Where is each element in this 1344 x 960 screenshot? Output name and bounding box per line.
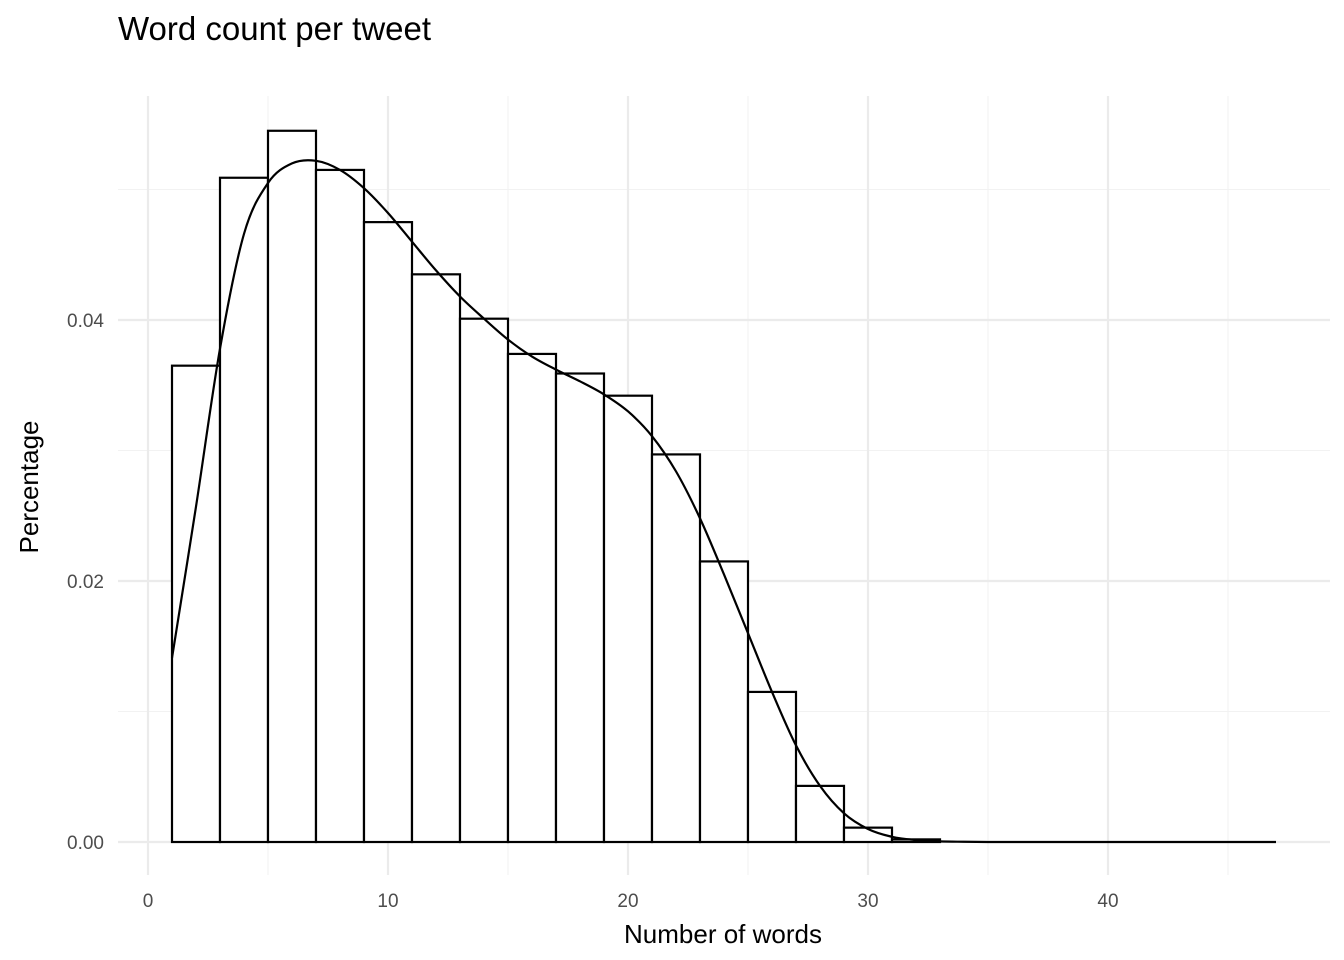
chart-title: Word count per tweet — [118, 10, 431, 47]
histogram-bar — [362, 221, 414, 844]
x-axis-tick-labels: 0 10 20 30 40 — [143, 891, 1119, 912]
y-axis-tick-labels: 0.00 0.02 0.04 — [67, 311, 104, 854]
histogram-bar — [746, 690, 798, 844]
y-tick-label: 0.02 — [67, 572, 104, 593]
y-tick-label: 0.00 — [67, 833, 104, 854]
histogram-bar — [602, 394, 654, 844]
histogram-bar — [554, 372, 606, 844]
density-curve — [170, 159, 1276, 844]
x-tick-label: 30 — [857, 891, 878, 912]
histogram-bar — [170, 364, 222, 844]
histogram-bar — [650, 453, 702, 844]
histogram-bar — [218, 176, 270, 844]
histogram-bars — [170, 129, 942, 844]
histogram-bar — [266, 129, 318, 844]
x-axis-title: Number of words — [624, 919, 822, 949]
histogram-bar — [458, 317, 510, 844]
y-axis-title: Percentage — [14, 421, 44, 554]
x-tick-label: 20 — [617, 891, 638, 912]
histogram-bar — [410, 273, 462, 844]
x-tick-label: 40 — [1097, 891, 1118, 912]
histogram-bar — [794, 784, 846, 844]
x-tick-label: 0 — [143, 891, 154, 912]
y-tick-label: 0.04 — [67, 311, 104, 332]
histogram-bar — [698, 560, 750, 844]
histogram-bar — [506, 352, 558, 844]
histogram-bar — [842, 826, 894, 844]
histogram-bar — [314, 168, 366, 844]
x-tick-label: 10 — [377, 891, 398, 912]
